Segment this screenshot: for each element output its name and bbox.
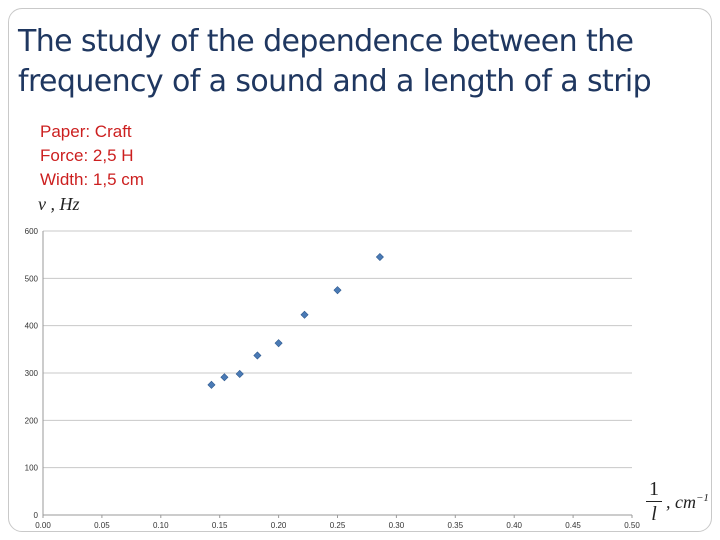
param-width: Width: 1,5 cm [40, 170, 144, 189]
x-tick-label: 0.30 [389, 521, 405, 530]
param-paper: Paper: Craft [40, 122, 132, 141]
y-tick-label: 600 [25, 227, 39, 236]
data-point [220, 373, 229, 382]
param-force: Force: 2,5 H [40, 146, 134, 165]
x-tick-label: 0.45 [565, 521, 581, 530]
y-tick-label: 200 [25, 416, 39, 425]
data-point [235, 369, 244, 378]
x-label-unit-wrap: , cm−1 [666, 492, 709, 513]
y-tick-label: 100 [25, 464, 39, 473]
x-label-fraction: 1 l [646, 478, 662, 525]
x-tick-label: 0.20 [271, 521, 287, 530]
x-tick-label: 0.35 [448, 521, 464, 530]
x-tick-label: 0.00 [35, 521, 51, 530]
slide-frame [8, 8, 712, 532]
title-line-1: The study of the dependence between the [18, 24, 634, 59]
data-point [300, 310, 309, 319]
x-tick-label: 0.15 [212, 521, 228, 530]
title-line-2: frequency of a sound and a length of a s… [18, 64, 652, 99]
data-point [253, 351, 262, 360]
x-tick-label: 0.25 [330, 521, 346, 530]
y-tick-label: 500 [25, 274, 39, 283]
data-point [207, 380, 216, 389]
x-tick-label: 0.50 [624, 521, 640, 530]
data-point [375, 253, 384, 262]
x-tick-label: 0.05 [94, 521, 110, 530]
x-label-unit: , cm [666, 492, 696, 512]
y-axis-label: ν , Hz [38, 194, 80, 214]
experiment-parameters: Paper: Craft Force: 2,5 H Width: 1,5 cm [40, 120, 144, 192]
y-tick-label: 0 [34, 511, 39, 520]
x-tick-label: 0.10 [153, 521, 169, 530]
y-tick-label: 300 [25, 369, 39, 378]
fraction-bar [646, 501, 662, 502]
x-tick-label: 0.40 [506, 521, 522, 530]
data-point [274, 339, 283, 348]
slide-title: The study of the dependence between the … [18, 22, 708, 102]
data-point [333, 286, 342, 295]
x-label-exponent: −1 [696, 492, 709, 504]
x-label-denominator: l [651, 503, 657, 525]
x-label-numerator: 1 [649, 478, 659, 500]
y-tick-label: 400 [25, 322, 39, 331]
